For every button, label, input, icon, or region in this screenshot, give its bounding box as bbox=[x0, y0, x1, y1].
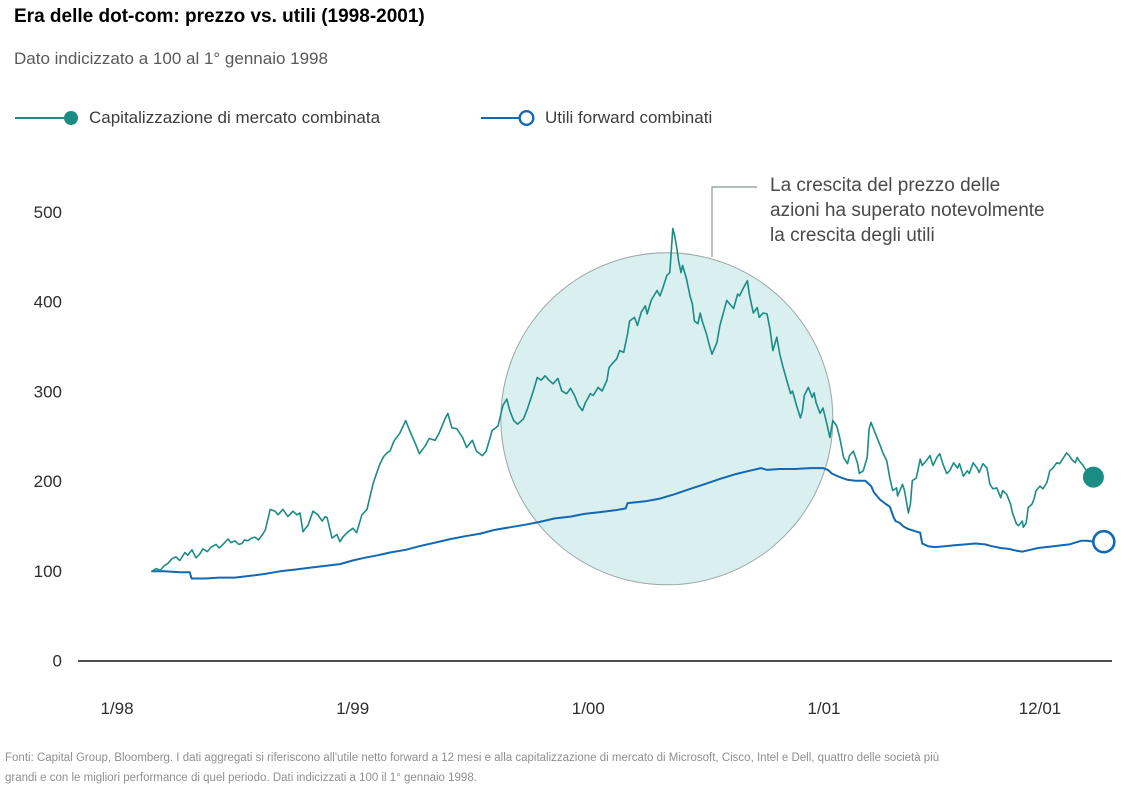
legend-item-market-cap: Capitalizzazione di mercato combinata bbox=[14, 107, 380, 129]
y-tick-label: 500 bbox=[34, 203, 62, 222]
legend-item-earnings: Utili forward combinati bbox=[480, 107, 712, 129]
x-tick-label: 1/98 bbox=[100, 699, 133, 718]
series-line-market-cap bbox=[151, 227, 1095, 573]
annotation-line-2: azioni ha superato notevolmente bbox=[770, 200, 1045, 221]
chart-annotation: La crescita del prezzo delle azioni ha s… bbox=[770, 173, 1138, 248]
legend-label-market-cap: Capitalizzazione di mercato combinata bbox=[89, 108, 381, 127]
annotation-line-1: La crescita del prezzo delle bbox=[770, 175, 1001, 196]
legend-open-dot-icon bbox=[481, 109, 535, 127]
legend-filled-dot-icon bbox=[15, 111, 78, 125]
series-line-earnings bbox=[151, 467, 1105, 580]
chart-subtitle: Dato indicizzato a 100 al 1° gennaio 199… bbox=[14, 49, 328, 68]
y-tick-label: 100 bbox=[34, 562, 62, 581]
end-marker-market-cap bbox=[1082, 466, 1104, 488]
y-tick-label: 0 bbox=[53, 652, 62, 671]
legend-label-earnings: Utili forward combinati bbox=[545, 108, 713, 127]
annotation-callout-line bbox=[711, 186, 757, 257]
x-tick-label: 12/01 bbox=[1019, 699, 1062, 718]
source-footnote: Fonti: Capital Group, Bloomberg. I dati … bbox=[5, 749, 1135, 788]
x-tick-label: 1/00 bbox=[572, 699, 605, 718]
y-tick-label: 400 bbox=[34, 293, 62, 312]
annotation-line-3: la crescita degli utili bbox=[770, 225, 935, 246]
end-marker-earnings bbox=[1092, 529, 1116, 554]
x-tick-label: 1/01 bbox=[807, 699, 840, 718]
footnote-line-2: grandi e con le migliori performance di … bbox=[5, 771, 477, 784]
page-title: Era delle dot-com: prezzo vs. utili (199… bbox=[14, 6, 425, 27]
x-tick-label: 1/99 bbox=[336, 699, 369, 718]
y-tick-label: 200 bbox=[34, 472, 62, 491]
y-tick-label: 300 bbox=[34, 382, 62, 401]
highlight-circle bbox=[500, 252, 834, 586]
footnote-line-1: Fonti: Capital Group, Bloomberg. I dati … bbox=[5, 752, 940, 764]
